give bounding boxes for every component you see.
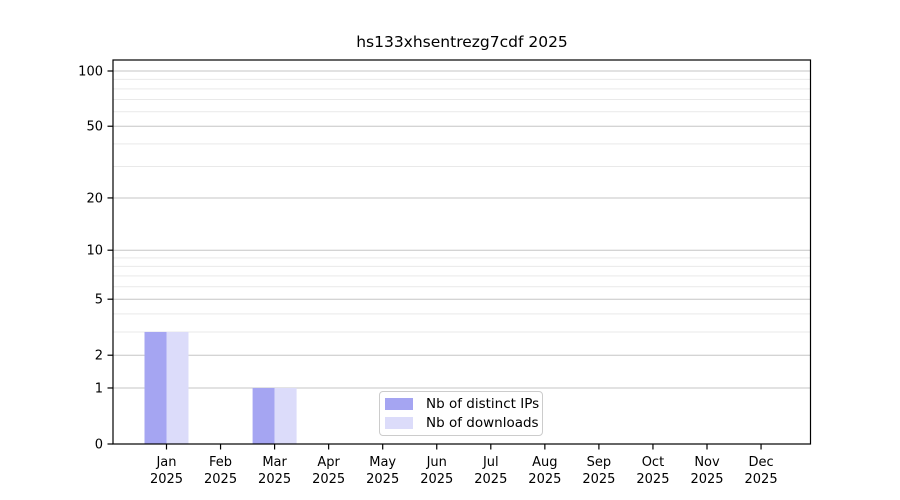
x-tick-label-year: 2025 bbox=[258, 472, 291, 487]
y-tick-label: 0 bbox=[95, 438, 103, 453]
legend-item-downloads: Nb of downloads bbox=[385, 414, 539, 433]
y-tick-label: 100 bbox=[78, 65, 103, 80]
x-tick-label-month: Feb bbox=[209, 455, 232, 470]
x-tick-label-month: Jul bbox=[482, 455, 499, 470]
x-tick-label-year: 2025 bbox=[745, 472, 778, 487]
x-tick-label-year: 2025 bbox=[582, 472, 615, 487]
legend-item-distinct-ips: Nb of distinct IPs bbox=[385, 395, 540, 414]
x-tick-label-month: Jan bbox=[155, 455, 176, 470]
bar-distinct-ips-jan bbox=[144, 331, 167, 444]
y-tick-label: 5 bbox=[95, 293, 103, 308]
y-tick-label: 1 bbox=[95, 381, 103, 396]
x-tick-label-month: Apr bbox=[317, 455, 340, 470]
legend-label-distinct-ips: Nb of distinct IPs bbox=[426, 396, 540, 413]
x-tick-label-month: Sep bbox=[587, 455, 612, 470]
x-tick-label-month: Nov bbox=[694, 455, 720, 470]
y-tick-label: 50 bbox=[86, 120, 103, 135]
legend-swatch-downloads bbox=[385, 416, 413, 429]
chart-title: hs133xhsentrezg7cdf 2025 bbox=[356, 33, 568, 51]
bar-distinct-ips-mar bbox=[252, 387, 275, 444]
bar-downloads-mar bbox=[274, 387, 297, 444]
bar-downloads-jan bbox=[166, 331, 189, 444]
x-tick-label-year: 2025 bbox=[420, 472, 453, 487]
x-tick-label-month: May bbox=[369, 455, 396, 470]
x-tick-label-month: Mar bbox=[262, 455, 287, 470]
x-tick-label-year: 2025 bbox=[690, 472, 723, 487]
x-tick-label-month: Dec bbox=[748, 455, 773, 470]
x-tick-label-year: 2025 bbox=[204, 472, 237, 487]
x-tick-label-year: 2025 bbox=[528, 472, 561, 487]
y-tick-label: 10 bbox=[86, 244, 103, 259]
x-tick-label-year: 2025 bbox=[474, 472, 507, 487]
plot-frame bbox=[112, 59, 812, 445]
legend: Nb of distinct IPs Nb of downloads bbox=[379, 391, 543, 436]
x-tick-label-month: Oct bbox=[642, 455, 664, 470]
legend-label-downloads: Nb of downloads bbox=[426, 414, 539, 431]
x-tick-label-year: 2025 bbox=[636, 472, 669, 487]
x-tick-label-month: Aug bbox=[532, 455, 557, 470]
y-tick-label: 2 bbox=[95, 349, 103, 364]
x-tick-label-year: 2025 bbox=[150, 472, 183, 487]
x-tick-label-year: 2025 bbox=[366, 472, 399, 487]
y-tick-label: 20 bbox=[86, 191, 103, 206]
x-tick-label-month: Jun bbox=[426, 455, 447, 470]
legend-swatch-distinct-ips bbox=[385, 398, 413, 411]
x-tick-label-year: 2025 bbox=[312, 472, 345, 487]
